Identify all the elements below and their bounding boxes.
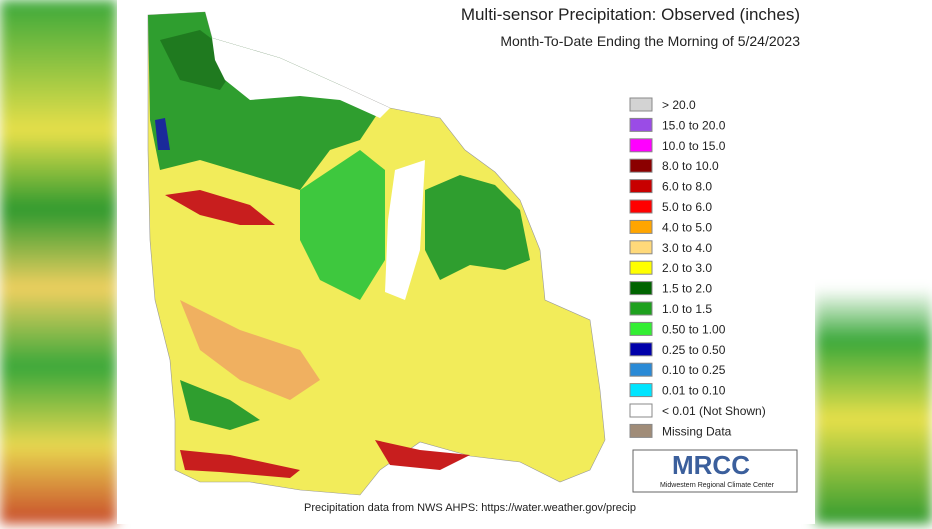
legend-label: 6.0 to 8.0 — [662, 180, 712, 194]
map: Multi-sensor Precipitation: Observed (in… — [147, 5, 800, 514]
legend-label: > 20.0 — [662, 98, 696, 112]
legend-label: 3.0 to 4.0 — [662, 241, 712, 255]
orange-area — [180, 300, 320, 400]
legend-swatch — [629, 219, 653, 234]
map-panel: Multi-sensor Precipitation: Observed (in… — [117, 0, 815, 524]
legend-label: 5.0 to 6.0 — [662, 200, 712, 214]
map-title: Multi-sensor Precipitation: Observed (in… — [461, 5, 800, 24]
legend-label: 10.0 to 15.0 — [662, 139, 726, 153]
legend-swatch — [629, 117, 653, 132]
green-area — [425, 175, 530, 280]
legend-swatch — [629, 97, 653, 112]
blue-area — [155, 118, 170, 150]
map-shapes — [147, 11, 606, 496]
legend-swatch — [629, 403, 653, 418]
legend-label: 0.10 to 0.25 — [662, 363, 726, 377]
legend-swatch — [629, 179, 653, 194]
legend-swatch — [629, 301, 653, 316]
red-area — [375, 440, 470, 470]
legend-label: 1.5 to 2.0 — [662, 282, 712, 296]
legend-swatch — [629, 240, 653, 255]
green-area — [300, 150, 385, 300]
legend: > 20.0 15.0 to 20.0 10.0 to 15.0 8.0 to 10.… — [629, 97, 766, 438]
legend-swatch — [629, 321, 653, 336]
legend-label: 0.25 to 0.50 — [662, 343, 726, 357]
legend-swatch — [629, 260, 653, 275]
legend-swatch — [629, 281, 653, 296]
legend-label: 1.0 to 1.5 — [662, 302, 712, 316]
legend-label: 8.0 to 10.0 — [662, 159, 719, 173]
legend-swatch — [629, 362, 653, 377]
red-area — [165, 190, 275, 225]
legend-swatch — [629, 138, 653, 153]
legend-swatch — [629, 342, 653, 357]
lake-superior — [212, 38, 390, 118]
legend-swatch — [629, 423, 653, 438]
red-area — [180, 450, 300, 478]
legend-label: Missing Data — [662, 424, 732, 438]
legend-label: 2.0 to 3.0 — [662, 261, 712, 275]
legend-label: 15.0 to 20.0 — [662, 118, 726, 132]
legend-swatch — [629, 158, 653, 173]
blurred-background — [815, 0, 932, 524]
legend-label: 0.50 to 1.00 — [662, 322, 726, 336]
green-area — [180, 380, 260, 430]
legend-swatch — [629, 383, 653, 398]
map-subtitle: Month-To-Date Ending the Morning of 5/24… — [500, 33, 800, 49]
legend-label: < 0.01 (Not Shown) — [662, 404, 766, 418]
logo-subtitle: Midwestern Regional Climate Center — [660, 482, 775, 489]
logo-box — [632, 449, 798, 493]
footer-credit: Precipitation data from NWS AHPS: https:… — [304, 502, 636, 514]
legend-swatch — [629, 199, 653, 214]
logo-text: MRCC — [672, 450, 750, 480]
blurred-background — [0, 0, 117, 524]
legend-label: 0.01 to 0.10 — [662, 384, 726, 398]
legend-label: 4.0 to 5.0 — [662, 220, 712, 234]
lake-michigan — [385, 160, 425, 300]
